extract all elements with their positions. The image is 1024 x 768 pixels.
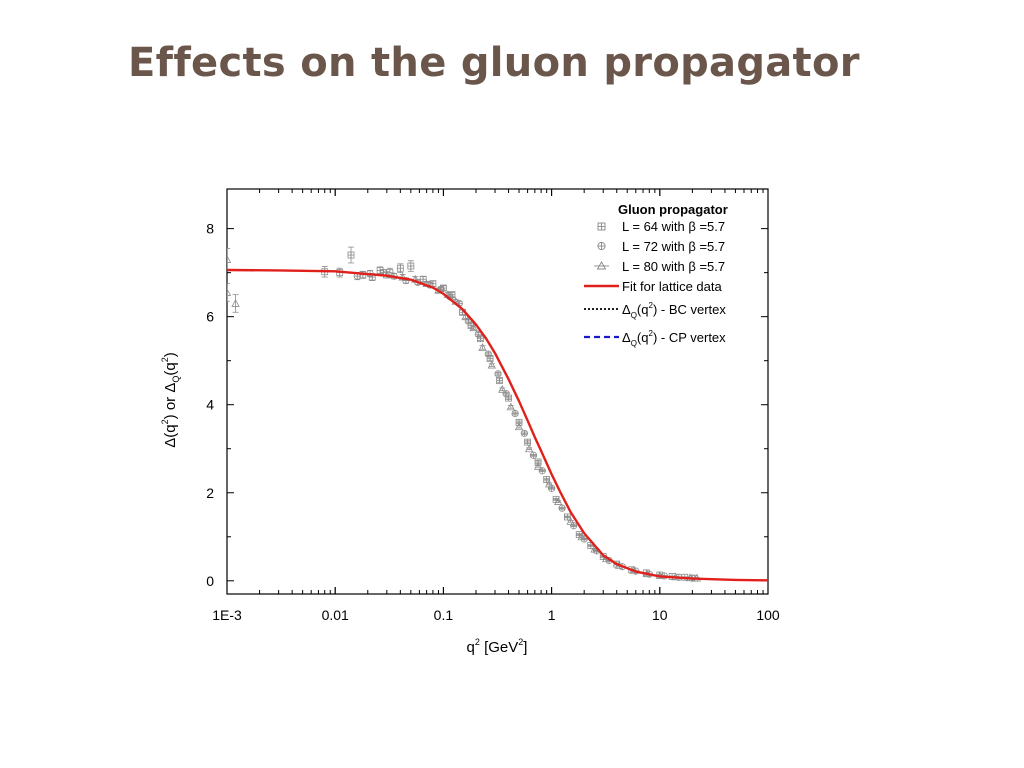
x-tick-label: 100 — [756, 607, 780, 623]
data-point — [553, 497, 563, 505]
data-point — [506, 402, 516, 411]
data-point — [558, 504, 566, 512]
data-point — [407, 260, 415, 272]
legend-label-l64: L = 64 with β =5.7 — [622, 219, 725, 234]
fit-curve-group — [227, 268, 768, 582]
y-tick-label: 0 — [206, 573, 214, 589]
data-point — [547, 484, 556, 492]
data-point — [529, 451, 538, 459]
legend-label-cp: ΔQ(q2) - CP vertex — [622, 329, 726, 348]
data-point — [577, 532, 586, 541]
fit-curve — [227, 268, 768, 582]
data-point — [543, 476, 551, 483]
slide-title: Effects on the gluon propagator — [128, 40, 860, 86]
data-point — [484, 350, 492, 358]
data-point — [534, 458, 542, 466]
legend-label-bc: ΔQ(q2) - BC vertex — [622, 301, 726, 320]
plot-frame — [226, 188, 769, 595]
data-point — [545, 479, 554, 488]
y-tick-label: 6 — [206, 309, 214, 325]
legend-label-fit: Fit for lattice data — [622, 279, 722, 294]
data-point — [419, 275, 427, 283]
y-tick-label: 2 — [206, 485, 214, 501]
data-point — [515, 418, 523, 426]
data-point — [524, 444, 534, 453]
axis-ticks — [226, 189, 769, 594]
data-point — [570, 522, 578, 530]
x-tick-label: 0.1 — [434, 607, 454, 623]
data-point — [496, 377, 503, 384]
data-point — [227, 248, 232, 271]
x-tick-label: 0.01 — [322, 607, 349, 623]
y-axis-label: Δ(q2) or ΔQ(q2) — [160, 352, 181, 447]
legend: Gluon propagator L = 64 with β =5.7 L = … — [584, 202, 728, 348]
legend-item-l80: L = 80 with β =5.7 — [594, 259, 725, 274]
data-point — [520, 429, 528, 437]
x-tick-label: 1E-3 — [212, 607, 242, 623]
legend-item-bc: ΔQ(q2) - BC vertex — [584, 301, 726, 320]
data-point — [347, 246, 355, 264]
legend-label-l80: L = 80 with β =5.7 — [622, 259, 725, 274]
x-axis-label: q2 [GeV2] — [467, 637, 528, 656]
x-tick-label: 1 — [548, 607, 556, 623]
legend-item-l72: L = 72 with β =5.7 — [597, 239, 725, 254]
data-point — [474, 330, 482, 338]
square-plus-marker-icon — [597, 222, 606, 231]
circle-plus-marker-icon — [597, 241, 606, 251]
y-tick-label: 8 — [206, 221, 214, 237]
data-point — [564, 513, 571, 521]
data-point — [502, 390, 510, 398]
y-tick-labels: 0 2 4 6 8 — [206, 221, 214, 589]
legend-title: Gluon propagator — [618, 202, 728, 217]
legend-item-fit: Fit for lattice data — [584, 279, 722, 294]
data-points — [227, 246, 702, 582]
data-point — [524, 438, 531, 446]
data-point — [498, 384, 507, 393]
data-point — [478, 343, 487, 351]
data-point — [511, 409, 519, 418]
data-point — [227, 283, 232, 302]
legend-item-cp: ΔQ(q2) - CP vertex — [584, 329, 726, 348]
legend-label-l72: L = 72 with β =5.7 — [622, 239, 725, 254]
legend-item-l64: L = 64 with β =5.7 — [597, 219, 725, 234]
data-point — [396, 263, 404, 274]
data-point — [538, 467, 546, 475]
y-tick-label: 4 — [206, 397, 214, 413]
data-point — [566, 517, 575, 525]
x-tick-labels: 1E-3 0.01 0.1 1 10 100 — [212, 607, 780, 623]
triangle-marker-icon — [594, 261, 609, 270]
data-point — [487, 360, 496, 369]
data-point — [494, 370, 502, 378]
data-point — [231, 294, 240, 313]
data-point — [514, 422, 524, 431]
x-tick-label: 10 — [652, 607, 668, 623]
data-point — [533, 461, 543, 470]
